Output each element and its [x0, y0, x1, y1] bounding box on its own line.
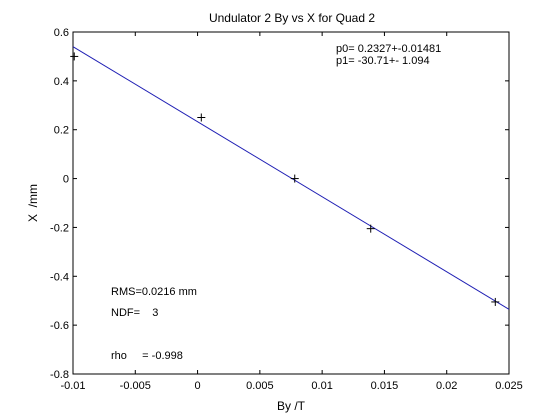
rms-label: RMS=0.0216 mm [111, 286, 197, 298]
y-tick-label: 0.6 [54, 27, 69, 39]
y-tick-label: -0.8 [50, 369, 69, 381]
data-point [197, 113, 206, 122]
x-tick-label: 0.025 [495, 380, 523, 392]
y-tick-label: -0.6 [50, 320, 69, 332]
data-point [290, 174, 299, 183]
fit-line [72, 46, 510, 310]
y-axis-label: X /mm [26, 184, 40, 222]
y-tick-label: -0.4 [50, 271, 69, 283]
x-tick-label: -0.01 [60, 380, 85, 392]
data-point [70, 52, 79, 61]
rho-label: rho = -0.998 [111, 350, 183, 362]
fit-line-layer [72, 46, 510, 310]
y-axis: -0.8 -0.6 -0.4 -0.2 0 0.2 0.4 0.6 [50, 27, 509, 381]
data-point [491, 297, 500, 306]
x-tick-label: -0.005 [120, 380, 151, 392]
plot-area [72, 31, 510, 375]
chart-title: Undulator 2 By vs X for Quad 2 [209, 11, 375, 25]
fit-param-p1: p1= -30.71+- 1.094 [336, 55, 430, 67]
ndf-label: NDF= 3 [111, 307, 158, 319]
fit-param-p0: p0= 0.2327+-0.01481 [336, 43, 441, 55]
x-tick-label: 0 [195, 380, 201, 392]
data-point [366, 224, 375, 233]
y-tick-label: 0.4 [54, 76, 69, 88]
y-tick-label: -0.2 [50, 222, 69, 234]
data-points-layer [70, 52, 500, 306]
x-tick-label: 0.005 [246, 380, 274, 392]
x-tick-label: 0.015 [371, 380, 399, 392]
x-tick-label: 0.02 [436, 380, 457, 392]
y-tick-label: 0 [63, 174, 69, 186]
y-tick-label: 0.2 [54, 125, 69, 137]
x-axis-label: By /T [277, 399, 306, 413]
x-axis: -0.01 -0.005 0 0.005 0.01 0.015 0.02 0.025 [60, 32, 523, 392]
x-tick-label: 0.01 [311, 380, 332, 392]
